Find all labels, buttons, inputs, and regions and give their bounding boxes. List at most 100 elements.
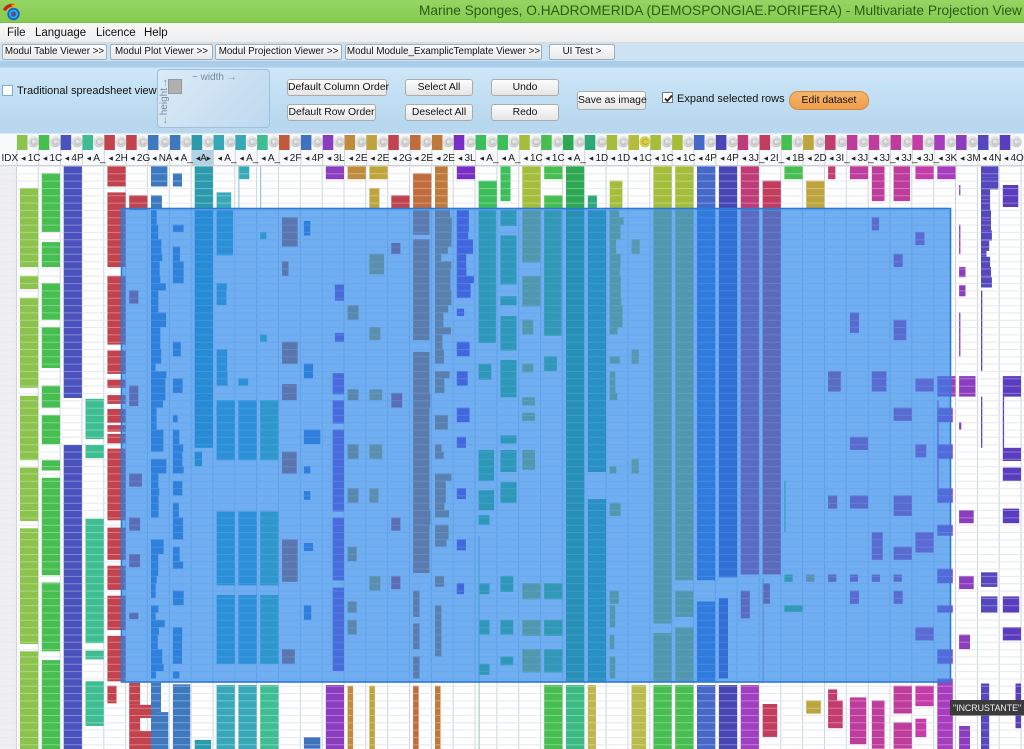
svg-text:C: C xyxy=(489,137,496,148)
svg-text:2D: 2D xyxy=(814,153,827,164)
svg-text:4O: 4O xyxy=(1011,153,1024,164)
svg-text:C: C xyxy=(292,137,299,148)
svg-text:C: C xyxy=(707,137,714,148)
svg-text:◀: ◀ xyxy=(305,156,310,162)
svg-text:1C: 1C xyxy=(683,153,696,164)
svg-text:C: C xyxy=(947,137,954,148)
svg-text:C: C xyxy=(925,137,932,148)
svg-text:◀: ◀ xyxy=(939,156,944,162)
svg-text:◀: ◀ xyxy=(567,156,572,162)
svg-text:C: C xyxy=(969,137,976,148)
svg-text:C: C xyxy=(95,137,102,148)
svg-text:◀: ◀ xyxy=(633,156,638,162)
svg-text:◀: ◀ xyxy=(196,156,201,162)
svg-text:◀: ◀ xyxy=(829,156,834,162)
svg-text:C: C xyxy=(74,137,81,148)
svg-text:C: C xyxy=(161,137,168,148)
svg-text:C: C xyxy=(773,137,780,148)
svg-text:A_: A_ xyxy=(224,153,237,164)
svg-text:3L: 3L xyxy=(334,153,346,164)
svg-text:C: C xyxy=(30,137,37,148)
svg-text:◀: ◀ xyxy=(393,156,398,162)
svg-text:1D: 1D xyxy=(596,153,609,164)
svg-text:2E: 2E xyxy=(377,153,390,164)
svg-text:A: A xyxy=(200,153,207,164)
svg-text:C: C xyxy=(882,137,889,148)
svg-text:◀: ◀ xyxy=(676,156,681,162)
svg-text:C: C xyxy=(598,137,605,148)
svg-text:◀: ◀ xyxy=(786,156,791,162)
svg-text:4P: 4P xyxy=(705,153,718,164)
svg-text:◀: ◀ xyxy=(480,156,485,162)
svg-text:2I_: 2I_ xyxy=(770,153,784,164)
svg-text:C: C xyxy=(227,137,234,148)
svg-text:C: C xyxy=(576,137,583,148)
svg-text:C: C xyxy=(641,137,648,148)
svg-text:◀: ◀ xyxy=(240,156,245,162)
svg-text:2E: 2E xyxy=(443,153,456,164)
svg-text:4P: 4P xyxy=(71,153,84,164)
svg-text:4N: 4N xyxy=(989,153,1002,164)
svg-text:A_: A_ xyxy=(181,153,194,164)
svg-text:3M: 3M xyxy=(967,153,981,164)
svg-text:2G: 2G xyxy=(399,153,413,164)
svg-text:A_: A_ xyxy=(268,153,281,164)
svg-text:3J_: 3J_ xyxy=(858,153,875,164)
svg-text:◀: ◀ xyxy=(458,156,463,162)
svg-text:◀: ◀ xyxy=(524,156,529,162)
svg-text:C: C xyxy=(554,137,561,148)
svg-text:◀: ◀ xyxy=(917,156,922,162)
svg-text:◀: ◀ xyxy=(807,156,812,162)
svg-text:C: C xyxy=(183,137,190,148)
svg-text:C: C xyxy=(117,137,124,148)
svg-text:A_: A_ xyxy=(508,153,521,164)
svg-text:1B: 1B xyxy=(792,153,805,164)
svg-text:"INCRUSTANTE": "INCRUSTANTE" xyxy=(953,703,1021,713)
svg-text:3J_: 3J_ xyxy=(901,153,918,164)
svg-text:C: C xyxy=(663,137,670,148)
svg-text:C: C xyxy=(729,137,736,148)
svg-text:◀: ◀ xyxy=(742,156,747,162)
svg-text:◀: ◀ xyxy=(873,156,878,162)
svg-text:C: C xyxy=(620,137,627,148)
svg-text:A_: A_ xyxy=(93,153,106,164)
svg-text:◀: ◀ xyxy=(218,156,223,162)
svg-text:◀: ◀ xyxy=(895,156,900,162)
svg-text:C: C xyxy=(751,137,758,148)
svg-text:2H: 2H xyxy=(115,153,128,164)
svg-text:A_: A_ xyxy=(486,153,499,164)
svg-text:◀: ◀ xyxy=(436,156,441,162)
svg-text:C: C xyxy=(423,137,430,148)
svg-text:3J_: 3J_ xyxy=(748,153,765,164)
svg-text:C: C xyxy=(401,137,408,148)
svg-text:◀: ◀ xyxy=(982,156,987,162)
svg-text:A_: A_ xyxy=(246,153,259,164)
svg-text:C: C xyxy=(52,137,59,148)
svg-text:◀: ◀ xyxy=(545,156,550,162)
svg-text:3K: 3K xyxy=(945,153,958,164)
svg-text:◀: ◀ xyxy=(87,156,92,162)
svg-text:C: C xyxy=(904,137,911,148)
svg-text:◀: ◀ xyxy=(327,156,332,162)
svg-text:C: C xyxy=(358,137,365,148)
svg-text:C: C xyxy=(336,137,343,148)
svg-text:3I_: 3I_ xyxy=(836,153,850,164)
svg-text:4P: 4P xyxy=(312,153,325,164)
svg-text:C: C xyxy=(685,137,692,148)
svg-text:3L: 3L xyxy=(465,153,477,164)
svg-text:3J_: 3J_ xyxy=(923,153,940,164)
svg-text:◀: ◀ xyxy=(960,156,965,162)
svg-text:◀: ◀ xyxy=(414,156,419,162)
svg-text:◀: ◀ xyxy=(698,156,703,162)
svg-text:◀: ◀ xyxy=(152,156,157,162)
svg-text:IDX: IDX xyxy=(2,153,19,164)
svg-text:1C: 1C xyxy=(50,153,63,164)
svg-text:C: C xyxy=(816,137,823,148)
svg-text:C: C xyxy=(248,137,255,148)
svg-text:◀: ◀ xyxy=(851,156,856,162)
svg-text:◀: ◀ xyxy=(65,156,70,162)
svg-text:1C: 1C xyxy=(28,153,41,164)
svg-text:C: C xyxy=(205,137,212,148)
svg-text:◀: ◀ xyxy=(611,156,616,162)
svg-text:1C: 1C xyxy=(530,153,543,164)
